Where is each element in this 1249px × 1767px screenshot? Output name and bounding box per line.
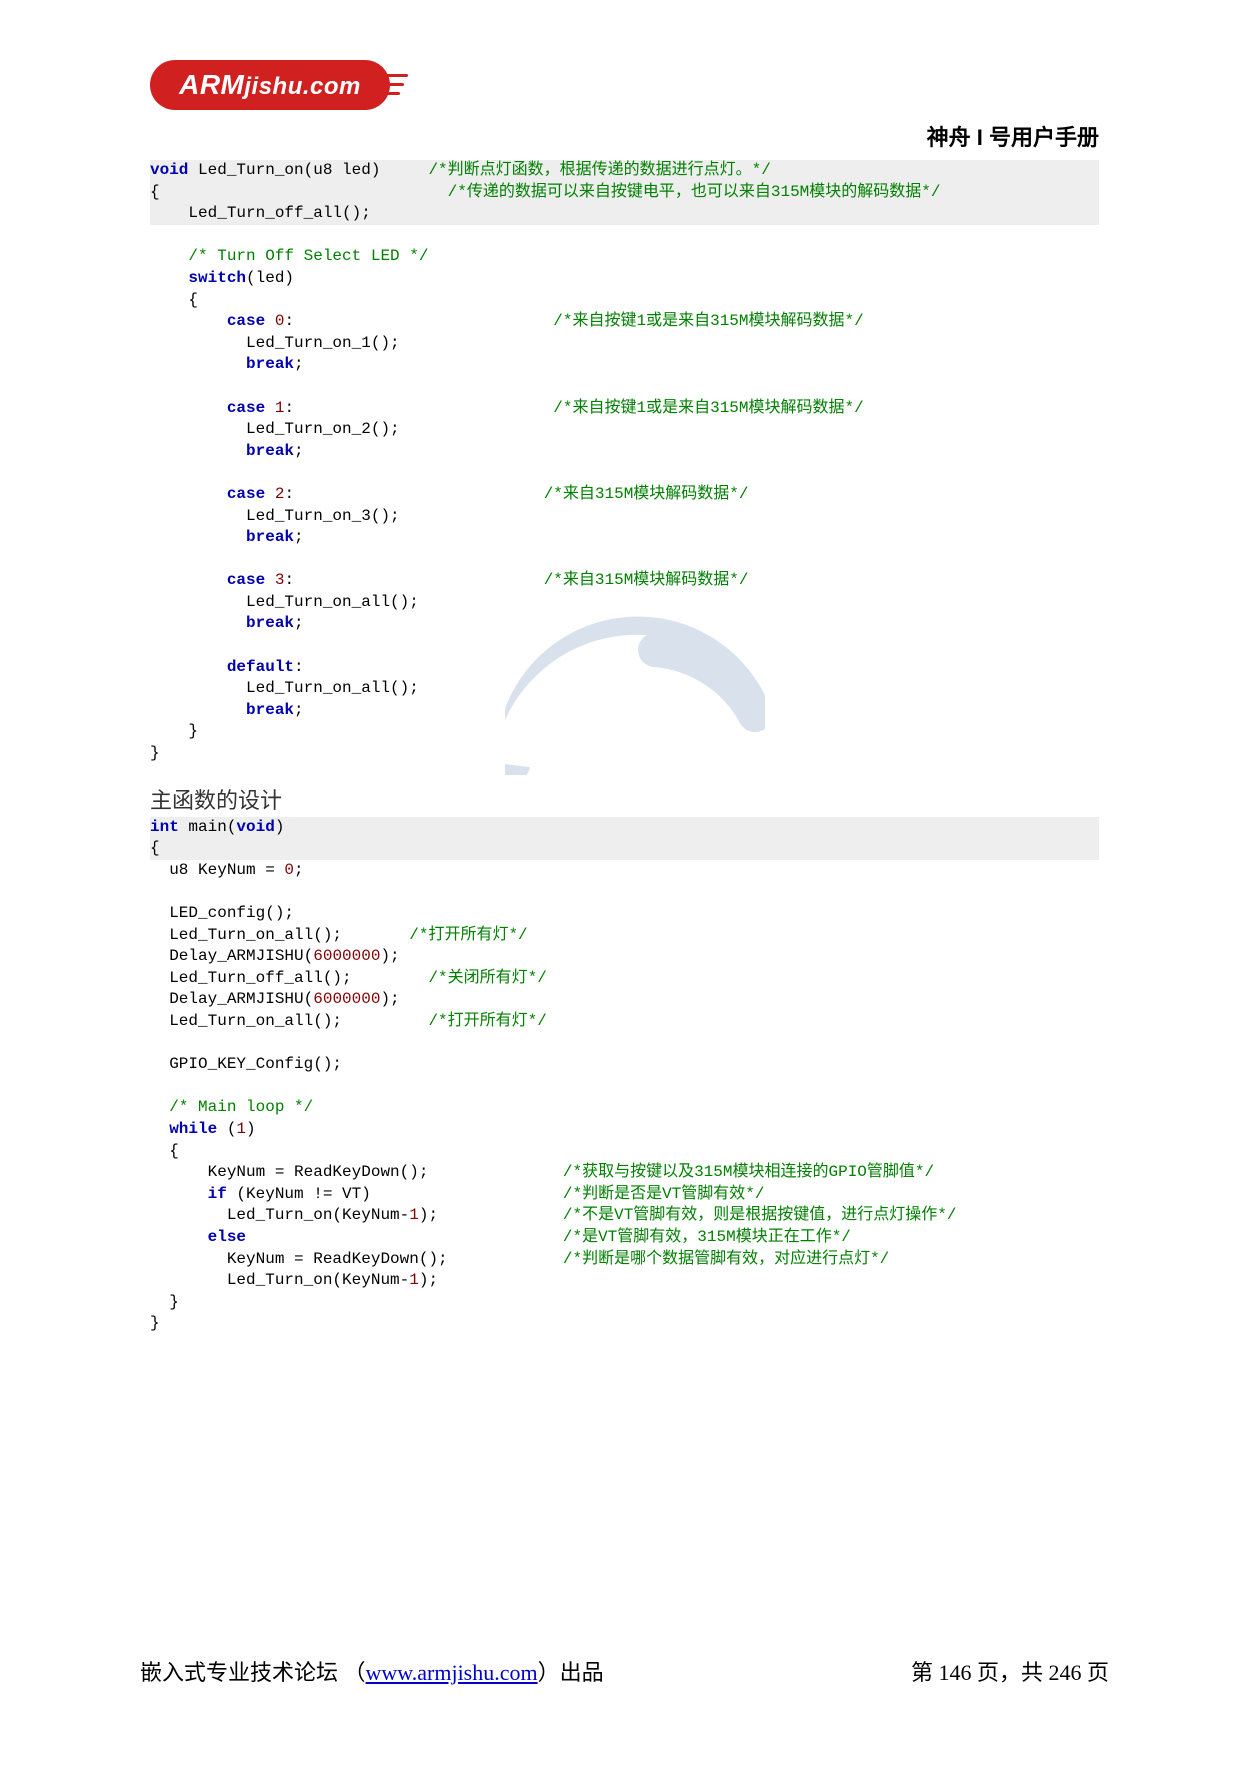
code-comment: /*判断是哪个数据管脚有效，对应进行点灯*/ bbox=[563, 1250, 889, 1268]
code-comment: /*传递的数据可以来自按键电平，也可以来自315M模块的解码数据*/ bbox=[448, 183, 941, 201]
logo-text: ARMjishu.com bbox=[179, 69, 361, 101]
code-text: KeyNum = ReadKeyDown(); bbox=[150, 1250, 448, 1268]
footer-text: 嵌入式专业技术论坛 （ bbox=[140, 1660, 366, 1685]
code-comment: /* Turn Off Select LED */ bbox=[150, 247, 428, 265]
code-comment: /* Main loop */ bbox=[150, 1098, 313, 1116]
doc-title: 神舟 I 号用户手册 bbox=[150, 120, 1099, 152]
code-text: Led_Turn_on_all(); bbox=[150, 1012, 342, 1030]
footer-text: ）出品 bbox=[538, 1660, 604, 1685]
code-text: { bbox=[150, 1142, 179, 1160]
code-comment: /*来自315M模块解码数据*/ bbox=[544, 485, 749, 503]
code-text: { bbox=[150, 291, 198, 309]
code-comment: /*打开所有灯*/ bbox=[409, 926, 527, 944]
code-text: } bbox=[150, 744, 160, 762]
code-comment: /*来自按键1或是来自315M模块解码数据*/ bbox=[553, 399, 863, 417]
code-text: Led_Turn_off_all(); bbox=[150, 204, 371, 222]
section-title: 主函数的设计 bbox=[150, 783, 1099, 815]
code-text: { bbox=[150, 183, 160, 201]
page: ARMjishu.com 神舟 I 号用户手册 void Led_Turn_on… bbox=[0, 0, 1249, 1767]
code-text: Led_Turn_on_all(); bbox=[150, 679, 419, 697]
code-text: GPIO_KEY_Config(); bbox=[150, 1055, 342, 1073]
logo-arm: ARM bbox=[179, 69, 244, 100]
code-comment: /*不是VT管脚有效，则是根据按键值，进行点灯操作*/ bbox=[563, 1206, 957, 1224]
code-comment: /*打开所有灯*/ bbox=[428, 1012, 546, 1030]
footer-right: 第 146 页，共 246 页 bbox=[911, 1655, 1109, 1687]
code-comment: /*获取与按键以及315M模块相连接的GPIO管脚值*/ bbox=[563, 1163, 934, 1181]
code-text: Led_Turn_off_all(); bbox=[150, 969, 352, 987]
footer-link[interactable]: www.armjishu.com bbox=[366, 1660, 538, 1685]
code-text: } bbox=[150, 1293, 179, 1311]
code-comment: /*判断是否是VT管脚有效*/ bbox=[563, 1185, 765, 1203]
code-comment: /*来自按键1或是来自315M模块解码数据*/ bbox=[553, 312, 863, 330]
code-text: Led_Turn_on_3(); bbox=[150, 507, 400, 525]
code-text: } bbox=[150, 722, 198, 740]
code-text: KeyNum = ReadKeyDown(); bbox=[150, 1163, 428, 1181]
logo-rest: jishu.com bbox=[244, 73, 361, 100]
code-keyword: void bbox=[150, 161, 188, 179]
code-text: } bbox=[150, 1314, 160, 1332]
code-comment: /*来自315M模块解码数据*/ bbox=[544, 571, 749, 589]
code-comment: /*关闭所有灯*/ bbox=[428, 969, 546, 987]
code-block-2: int main(void){ u8 KeyNum = 0; LED_confi… bbox=[150, 817, 1099, 1335]
page-footer: 嵌入式专业技术论坛 （www.armjishu.com）出品 第 146 页，共… bbox=[140, 1655, 1109, 1687]
logo-streak-icon bbox=[378, 74, 408, 77]
logo-shape: ARMjishu.com bbox=[150, 60, 390, 110]
code-block-1: void Led_Turn_on(u8 led) /*判断点灯函数，根据传递的数… bbox=[150, 160, 1099, 765]
code-comment: /*是VT管脚有效，315M模块正在工作*/ bbox=[563, 1228, 851, 1246]
footer-left: 嵌入式专业技术论坛 （www.armjishu.com）出品 bbox=[140, 1655, 604, 1687]
logo: ARMjishu.com bbox=[150, 60, 410, 120]
code-text: Led_Turn_on_1(); bbox=[150, 334, 400, 352]
code-text: Led_Turn_on_all(); bbox=[150, 926, 342, 944]
code-text: Led_Turn_on_all(); bbox=[150, 593, 419, 611]
code-comment: /*判断点灯函数，根据传递的数据进行点灯。*/ bbox=[428, 161, 770, 179]
code-text: { bbox=[150, 839, 160, 857]
code-text: LED_config(); bbox=[150, 904, 294, 922]
code-text: Led_Turn_on_2(); bbox=[150, 420, 400, 438]
